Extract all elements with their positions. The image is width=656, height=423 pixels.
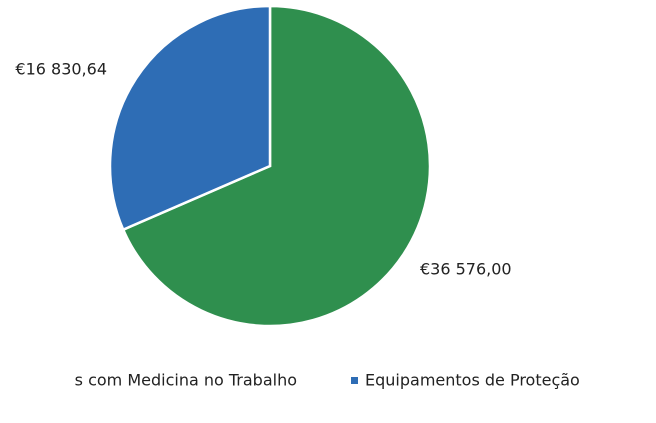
pie-slice <box>108 4 272 232</box>
legend-label: Equipamentos de Proteção <box>365 371 580 390</box>
legend-label: s com Medicina no Trabalho <box>75 371 297 390</box>
data-label: €16 830,64 <box>15 60 107 79</box>
data-label: €36 576,00 <box>420 260 512 279</box>
pie-slice <box>121 4 432 328</box>
legend-swatch <box>351 377 358 384</box>
